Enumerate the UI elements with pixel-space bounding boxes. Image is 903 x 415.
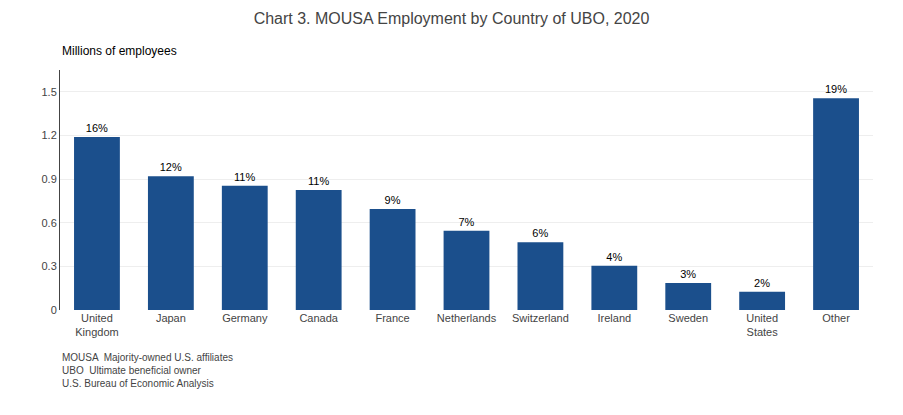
svg-text:Sweden: Sweden (668, 312, 708, 324)
svg-text:Chart 3. MOUSA Employment by C: Chart 3. MOUSA Employment by Country of … (254, 10, 650, 27)
svg-text:16%: 16% (86, 122, 108, 134)
svg-text:6%: 6% (532, 227, 548, 239)
svg-text:11%: 11% (234, 171, 255, 183)
svg-text:Japan: Japan (156, 312, 186, 324)
svg-text:UnitedStates: UnitedStates (746, 312, 778, 338)
svg-text:19%: 19% (825, 83, 847, 95)
svg-text:Netherlands: Netherlands (437, 312, 497, 324)
svg-text:Canada: Canada (299, 312, 338, 324)
svg-text:MOUSA Majority-owned U.S. aff: MOUSA Majority-owned U.S. affiliatesUBO … (62, 352, 233, 389)
svg-text:1.2: 1.2 (42, 129, 57, 141)
svg-text:11%: 11% (308, 175, 329, 187)
svg-text:7%: 7% (458, 216, 474, 228)
svg-text:4%: 4% (606, 251, 622, 263)
svg-text:Other: Other (822, 312, 850, 324)
svg-text:0.9: 0.9 (42, 173, 57, 185)
svg-text:9%: 9% (385, 194, 401, 206)
svg-text:0.3: 0.3 (42, 260, 57, 272)
svg-text:Germany: Germany (222, 312, 268, 324)
svg-text:Millions of employees: Millions of employees (62, 44, 177, 58)
svg-text:0.6: 0.6 (42, 217, 57, 229)
svg-text:0: 0 (51, 304, 57, 316)
svg-text:UnitedKingdom: UnitedKingdom (75, 312, 118, 338)
svg-text:Ireland: Ireland (597, 312, 631, 324)
svg-text:3%: 3% (680, 268, 696, 280)
svg-text:12%: 12% (160, 161, 182, 173)
svg-text:Switzerland: Switzerland (512, 312, 569, 324)
svg-text:France: France (375, 312, 409, 324)
svg-text:1.5: 1.5 (42, 86, 57, 98)
svg-text:2%: 2% (754, 277, 770, 289)
